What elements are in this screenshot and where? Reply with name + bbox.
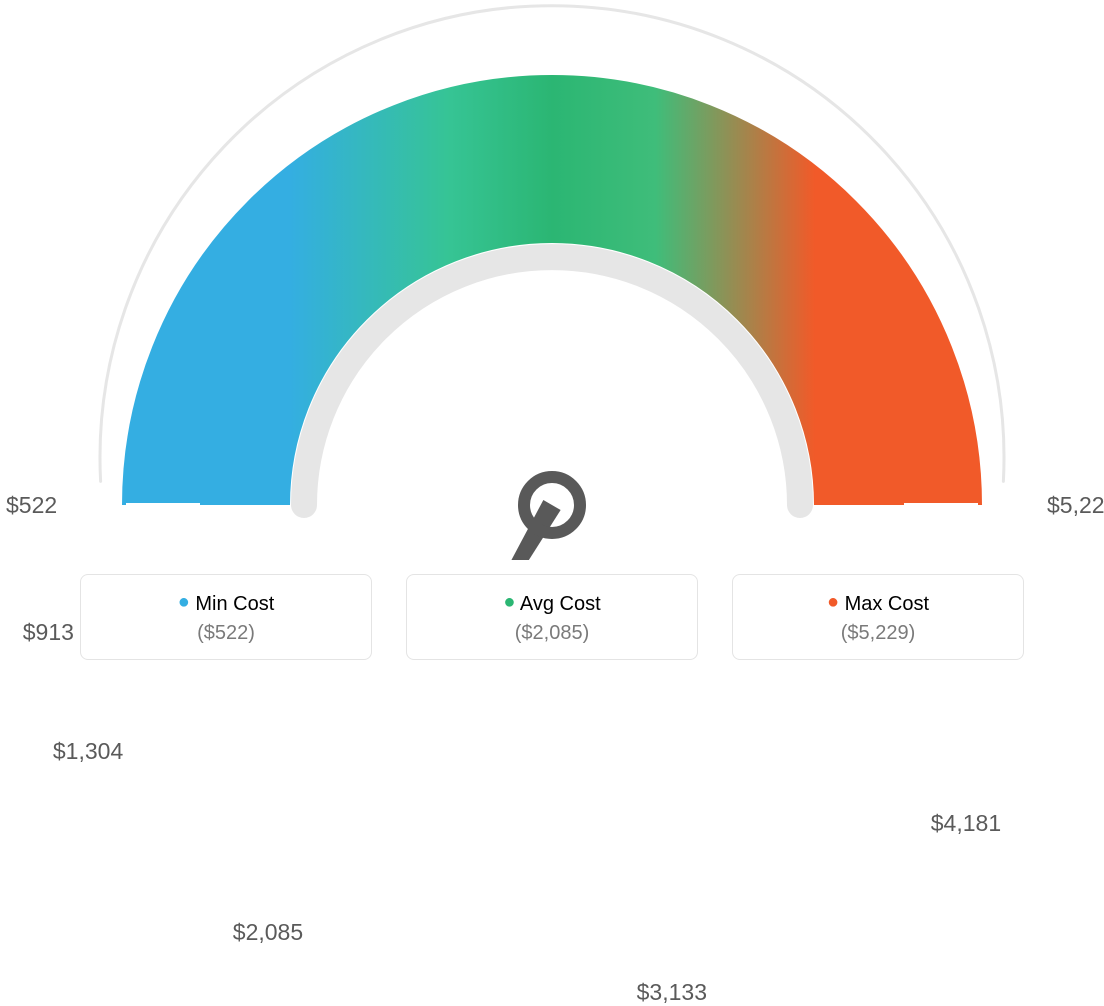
legend-value-min: ($522) [81, 622, 371, 645]
legend-title-label: Min Cost [195, 593, 274, 615]
gauge-tick-label: $2,085 [233, 919, 303, 946]
dot-max: ● [827, 591, 839, 613]
gauge-tick-label: $522 [6, 492, 57, 519]
gauge-tick-label: $5,229 [1047, 492, 1104, 519]
legend-card-max: ● Max Cost ($5,229) [732, 574, 1024, 660]
legend-value-max: ($5,229) [733, 622, 1023, 645]
gauge-tick-label: $1,304 [53, 738, 123, 765]
legend-title-max: ● Max Cost [733, 591, 1023, 616]
gauge-tick-label: $4,181 [931, 810, 1001, 837]
legend-title-avg: ● Avg Cost [407, 591, 697, 616]
legend-title-min: ● Min Cost [81, 591, 371, 616]
legend-card-avg: ● Avg Cost ($2,085) [406, 574, 698, 660]
legend-title-label: Avg Cost [520, 593, 601, 615]
legend-row: ● Min Cost ($522) ● Avg Cost ($2,085) ● … [0, 574, 1104, 660]
legend-card-min: ● Min Cost ($522) [80, 574, 372, 660]
gauge-container: $522$913$1,304$2,085$3,133$4,181$5,229 [0, 0, 1104, 560]
legend-title-label: Max Cost [845, 593, 929, 615]
cost-gauge [0, 0, 1104, 560]
dot-avg: ● [503, 591, 515, 613]
gauge-tick-label: $3,133 [637, 979, 707, 1006]
dot-min: ● [178, 591, 190, 613]
legend-value-avg: ($2,085) [407, 622, 697, 645]
